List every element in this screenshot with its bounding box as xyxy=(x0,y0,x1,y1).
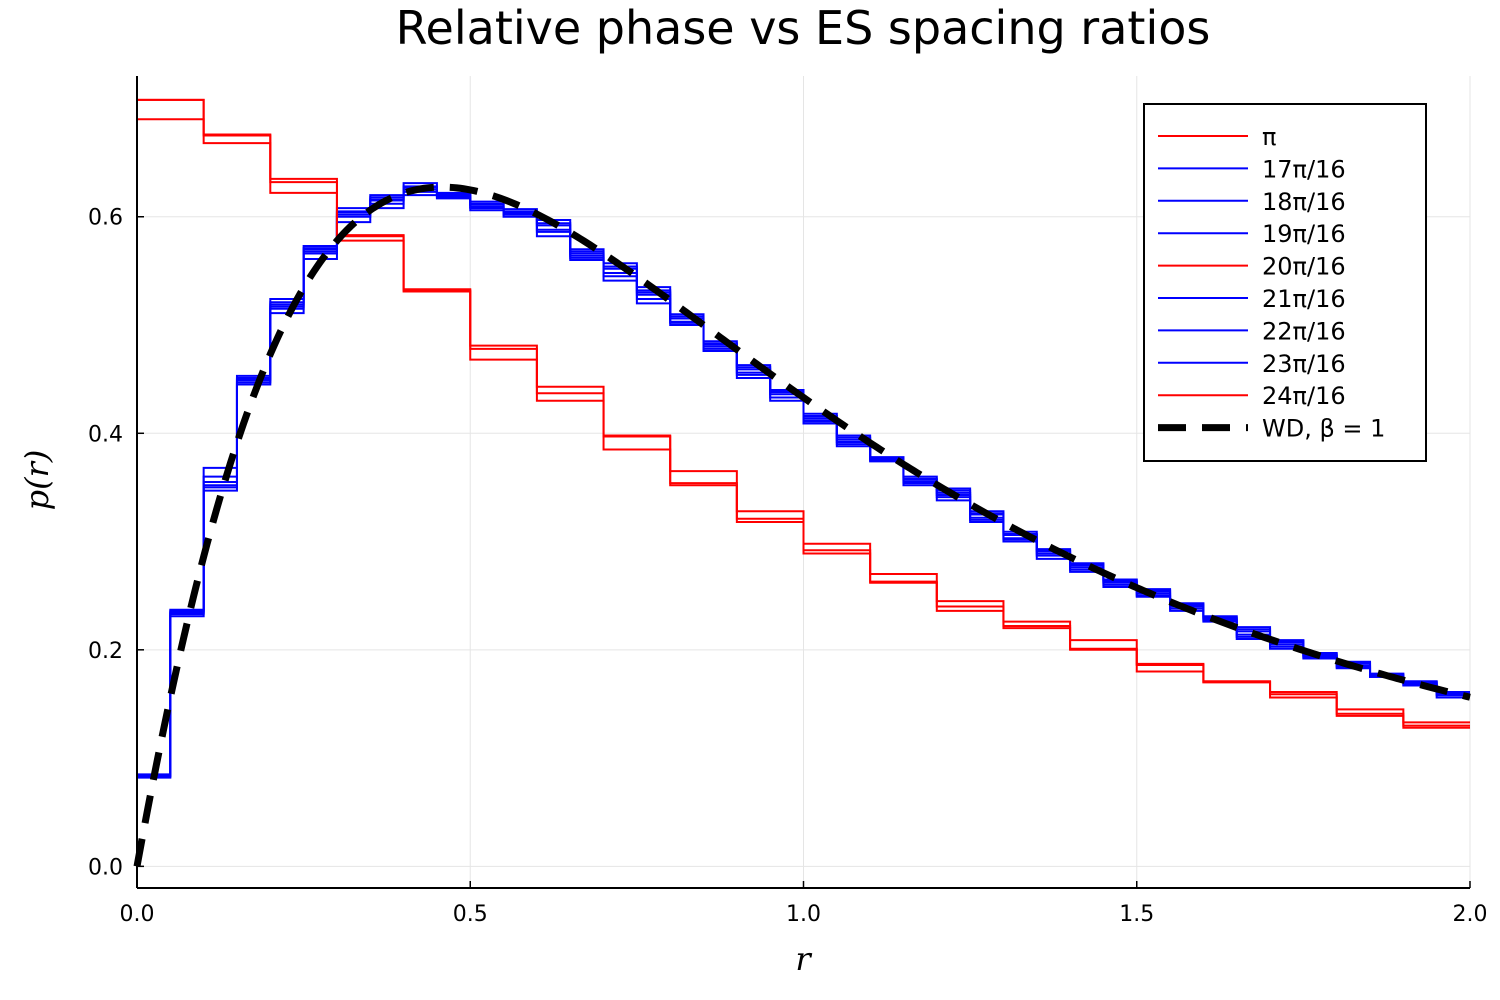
theory-curve xyxy=(133,183,1471,867)
x-axis-label: r xyxy=(795,940,812,978)
y-axis-label: p(r) xyxy=(18,450,56,511)
y-tick-label: 0.4 xyxy=(88,422,123,447)
x-tick-label: 0.5 xyxy=(453,902,488,927)
plot-series xyxy=(133,98,1471,867)
legend-label: 18π/16 xyxy=(1262,188,1346,216)
legend-label: 20π/16 xyxy=(1262,253,1346,281)
legend-label: 19π/16 xyxy=(1262,220,1346,248)
legend-label: 23π/16 xyxy=(1262,350,1346,378)
x-tick-label: 0.0 xyxy=(120,902,155,927)
x-tick-label: 1.0 xyxy=(786,902,821,927)
legend-label: 24π/16 xyxy=(1262,382,1346,410)
y-tick-label: 0.2 xyxy=(88,639,123,664)
series-step-line xyxy=(136,98,1470,867)
y-tick-label: 0.0 xyxy=(88,855,123,880)
y-tick-label: 0.6 xyxy=(88,206,123,231)
chart-title: Relative phase vs ES spacing ratios xyxy=(396,1,1211,55)
legend-label: WD, β = 1 xyxy=(1262,415,1385,443)
legend-label: π xyxy=(1262,123,1276,151)
legend-label: 22π/16 xyxy=(1262,317,1346,345)
legend-box xyxy=(1143,103,1427,462)
legend-label: 17π/16 xyxy=(1262,155,1346,183)
x-tick-label: 2.0 xyxy=(1453,902,1488,927)
x-tick-label: 1.5 xyxy=(1119,902,1154,927)
axes: 0.0 0.5 1.0 1.5 2.0 0.0 0.2 0.4 0.6 xyxy=(88,76,1488,927)
legend: π 17π/16 18π/16 19π/16 20π/16 21π/16 22π/16 23π… xyxy=(1143,103,1427,462)
legend-label: 21π/16 xyxy=(1262,285,1346,313)
